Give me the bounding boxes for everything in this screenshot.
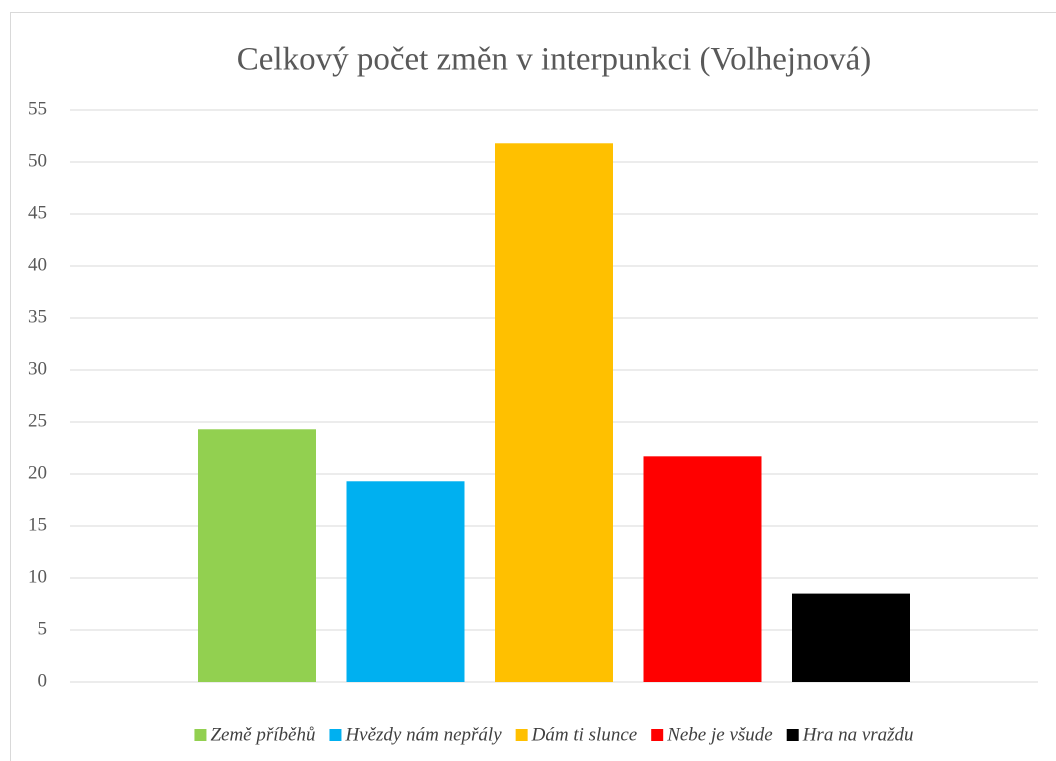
legend-label: Nebe je všude [666,724,773,745]
legend-label: Dám ti slunce [531,724,638,745]
chart-title: Celkový počet změn v interpunkci (Volhej… [237,42,871,78]
legend-swatch [651,729,664,741]
bar [495,143,613,682]
y-tick-label: 20 [28,462,47,483]
y-tick-label: 35 [28,306,47,327]
legend-label: Hvězdy nám nepřály [344,724,502,745]
y-tick-label: 25 [28,410,47,431]
bar [792,593,910,682]
y-tick-label: 50 [28,150,47,171]
legend-label: Hra na vraždu [802,724,914,745]
y-tick-label: 45 [28,202,47,223]
legend-label: Země příběhů [210,724,315,745]
y-tick-label: 10 [28,566,47,587]
y-tick-label: 30 [28,358,47,379]
y-tick-label: 55 [28,98,47,119]
legend-swatch [194,729,207,741]
y-tick-label: 5 [38,618,48,639]
y-tick-label: 40 [28,254,47,275]
legend-swatch [786,729,799,741]
y-tick-label: 15 [28,514,47,535]
y-tick-label: 0 [38,670,48,691]
legend-swatch [515,729,528,741]
bar [198,429,316,682]
legend-swatch [329,729,342,741]
bar [346,481,465,682]
bar [643,456,762,682]
